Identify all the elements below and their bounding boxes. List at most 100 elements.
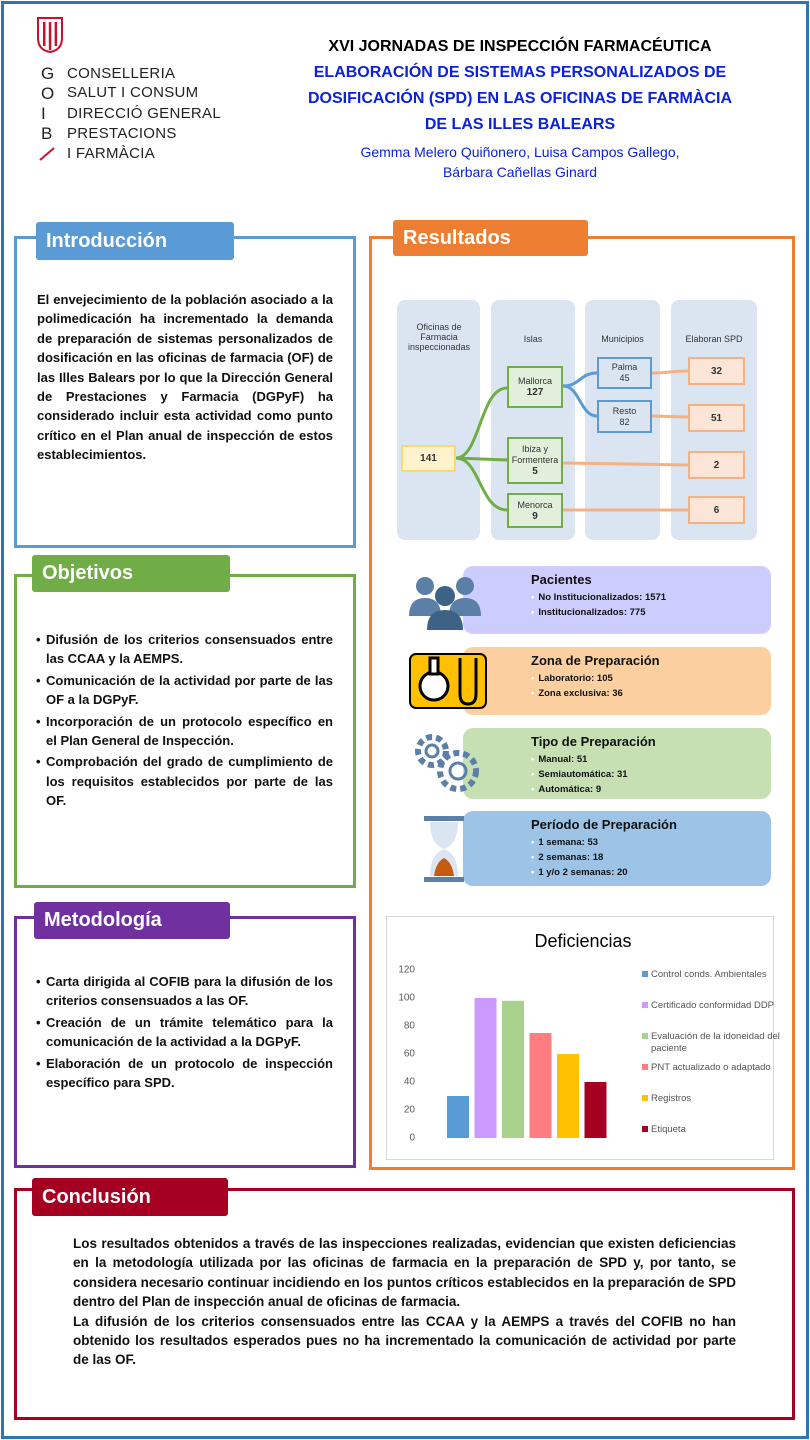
legend-label: Etiqueta: [651, 1124, 686, 1135]
objectives-list: Difusión de los criterios consensuados e…: [36, 630, 333, 813]
conclusion-panel: [14, 1188, 795, 1420]
method-heading: Metodología: [34, 902, 230, 939]
method-item: Elaboración de un protocolo de inspecció…: [36, 1054, 333, 1093]
legend-swatch: [642, 1033, 648, 1039]
event-title: XVI JORNADAS DE INSPECCIÓN FARMACÉUTICA: [328, 38, 712, 55]
y-tick-label: 120: [398, 965, 415, 976]
patients-icon: [409, 577, 481, 630]
node-value: 45: [619, 373, 630, 383]
objective-item: Incorporación de un protocolo específico…: [36, 712, 333, 751]
title-line: DOSIFICACIÓN (SPD) EN LAS OFICINAS DE FA…: [307, 90, 732, 107]
result-card: Tipo de Preparación Manual: 51 Semiautom…: [463, 728, 771, 799]
y-tick-label: 0: [409, 1133, 415, 1144]
legend-item: Evaluación de la idoneidad del paciente: [642, 1031, 781, 1055]
connector: [455, 456, 508, 462]
connector: [651, 369, 689, 375]
card-item: Automática: 9: [531, 782, 761, 797]
card-item: Semiautomática: 31: [531, 767, 761, 782]
island-node: Mallorca 127: [507, 366, 563, 408]
legend-swatch: [642, 1126, 648, 1132]
result-card: Pacientes No Institucionalizados: 1571 I…: [463, 566, 771, 634]
result-card: Zona de Preparación Laboratorio: 105 Zon…: [463, 647, 771, 715]
card-item: No Institucionalizados: 1571: [531, 590, 761, 605]
y-tick-label: 100: [398, 993, 415, 1004]
node-value: 9: [532, 510, 538, 522]
node-label: Menorca: [517, 499, 553, 510]
bar: [474, 998, 497, 1138]
column-heading: Municipios: [601, 334, 644, 344]
method-item: Carta dirigida al COFIB para la difusión…: [36, 972, 333, 1011]
spd-node: 51: [688, 404, 745, 432]
node-label: Resto: [612, 405, 637, 416]
conclusion-paragraph: Los resultados obtenidos a través de las…: [73, 1236, 736, 1310]
objective-item: Comprobación del grado de cumplimiento d…: [36, 752, 333, 810]
node-value: 82: [619, 416, 630, 427]
total-node: 141: [401, 445, 456, 472]
bar: [584, 1082, 607, 1138]
chart-title: Deficiencias: [534, 931, 631, 951]
y-tick-label: 40: [404, 1077, 416, 1088]
node-value: 51: [710, 412, 723, 424]
card-item: 2 semanas: 18: [531, 850, 761, 865]
node-label: Ibiza y Formentera: [511, 444, 559, 465]
node-label: Palma: [611, 362, 638, 372]
logo-line: PRESTACIONS: [67, 125, 177, 142]
legend-label: Control conds. Ambientales: [651, 969, 767, 980]
legend-item: Etiqueta: [642, 1124, 781, 1136]
logo-letter: I: [41, 104, 46, 123]
island-node: Ibiza y Formentera 5: [507, 437, 563, 484]
y-tick-label: 80: [404, 1021, 416, 1032]
legend-swatch: [642, 1064, 648, 1070]
method-list: Carta dirigida al COFIB para la difusión…: [36, 972, 333, 1094]
card-item: 1 semana: 53: [531, 835, 761, 850]
node-value: 141: [420, 453, 437, 464]
results-heading: Resultados: [393, 220, 588, 256]
legend-item: Registros: [642, 1093, 781, 1105]
card-item: Zona exclusiva: 36: [531, 686, 761, 701]
logo-line: SALUT I CONSUM: [67, 84, 199, 101]
node-label: Mallorca: [517, 376, 552, 386]
bar: [557, 1054, 579, 1138]
diagram-column: [397, 300, 480, 540]
title-line: DE LAS ILLES BALEARS: [424, 116, 616, 133]
node-value: 6: [713, 504, 720, 516]
legend-item: PNT actualizado o adaptado: [642, 1062, 781, 1074]
method-item: Creación de un trámite telemático para l…: [36, 1013, 333, 1052]
node-value: 5: [532, 466, 538, 477]
conclusion-heading: Conclusión: [32, 1178, 228, 1216]
logo-letter: O: [41, 84, 55, 103]
chart: Deficiencias 0 20 40 60 80 100 120: [398, 931, 631, 1144]
gears-icon: [415, 734, 479, 792]
card-title: Tipo de Preparación: [531, 734, 656, 749]
node-value: 32: [710, 365, 723, 377]
objective-item: Difusión de los criterios consensuados e…: [36, 630, 333, 669]
spd-node: 32: [688, 357, 745, 385]
node-value: 127: [526, 387, 544, 398]
legend-swatch: [642, 1095, 648, 1101]
legend-label: Evaluación de la idoneidad del paciente: [651, 1031, 780, 1054]
municipality-node: Palma 45: [597, 357, 652, 389]
spd-node: 6: [688, 496, 745, 524]
y-tick-label: 60: [404, 1049, 416, 1060]
connector: [562, 461, 689, 467]
lab-icon: [409, 653, 487, 709]
municipality-node: Resto 82: [597, 400, 652, 433]
objectives-heading: Objetivos: [32, 555, 230, 592]
title-line: ELABORACIÓN DE SISTEMAS PERSONALIZADOS D…: [313, 64, 727, 81]
conclusion-text: Los resultados obtenidos a través de las…: [73, 1234, 736, 1370]
card-title: Pacientes: [531, 572, 592, 587]
bar: [447, 1096, 469, 1138]
hourglass-icon: [424, 816, 464, 882]
chart-container: Deficiencias 0 20 40 60 80 100 120 Control con…: [386, 916, 780, 1160]
column-heading: Oficinas de Farmacia inspeccionadas: [407, 322, 471, 352]
island-node: Menorca 9: [507, 493, 563, 528]
card-item: 1 y/o 2 semanas: 20: [531, 865, 761, 880]
authors: Bárbara Cañellas Ginard: [442, 164, 598, 180]
connector: [455, 386, 508, 460]
logo-line: I FARMÀCIA: [67, 145, 156, 162]
logo-letter: G: [41, 64, 55, 83]
legend-swatch: [642, 971, 648, 977]
conclusion-paragraph: La difusión de los criterios consensuado…: [73, 1313, 736, 1368]
